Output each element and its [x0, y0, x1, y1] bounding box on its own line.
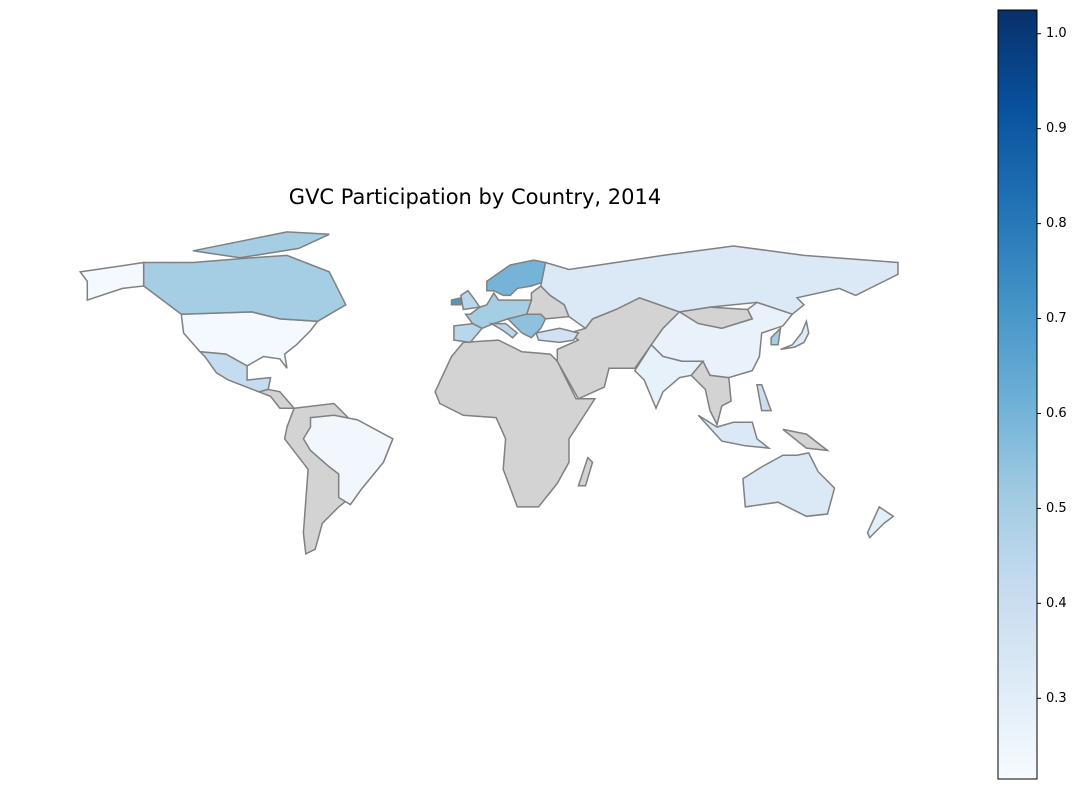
- colorbar-tick-label: 0.7: [1046, 311, 1067, 326]
- colorbar-tick-label: 0.8: [1046, 216, 1067, 231]
- country: [450, 296, 462, 306]
- country: [488, 322, 519, 339]
- colorbar-tick-label: 0.5: [1046, 501, 1067, 516]
- country: [539, 245, 899, 330]
- country: [460, 289, 481, 311]
- colorbar-tick-label: 0.4: [1046, 596, 1067, 611]
- colorbar-tick-label: 0.3: [1046, 691, 1067, 706]
- country: [506, 313, 547, 339]
- country: [78, 261, 145, 302]
- country: [142, 254, 347, 323]
- country: [633, 343, 705, 411]
- country: [756, 383, 773, 412]
- country: [453, 322, 484, 344]
- no-data-country: [256, 388, 296, 409]
- country: [535, 327, 580, 344]
- map: [78, 231, 899, 556]
- country: [486, 259, 547, 297]
- country: [697, 414, 772, 450]
- country: [192, 231, 330, 259]
- no-data-country: [577, 456, 594, 487]
- colorbar-tick-label: 0.6: [1046, 406, 1067, 421]
- country: [866, 505, 895, 539]
- colorbar-fill: [997, 9, 1038, 780]
- colorbar-tick-label: 0.9: [1046, 121, 1067, 136]
- chart-title: GVC Participation by Country, 2014: [289, 185, 661, 209]
- colorbar: 0.3 0.4 0.5 0.6 0.7 0.8 0.9 1.0: [997, 9, 1067, 780]
- country: [198, 350, 272, 393]
- country: [770, 326, 782, 346]
- country: [302, 414, 394, 506]
- country: [464, 291, 533, 330]
- colorbar-tick-label: 1.0: [1046, 26, 1067, 41]
- no-data-country: [434, 339, 597, 508]
- country: [780, 318, 810, 351]
- country: [742, 452, 836, 518]
- no-data-country: [782, 428, 831, 452]
